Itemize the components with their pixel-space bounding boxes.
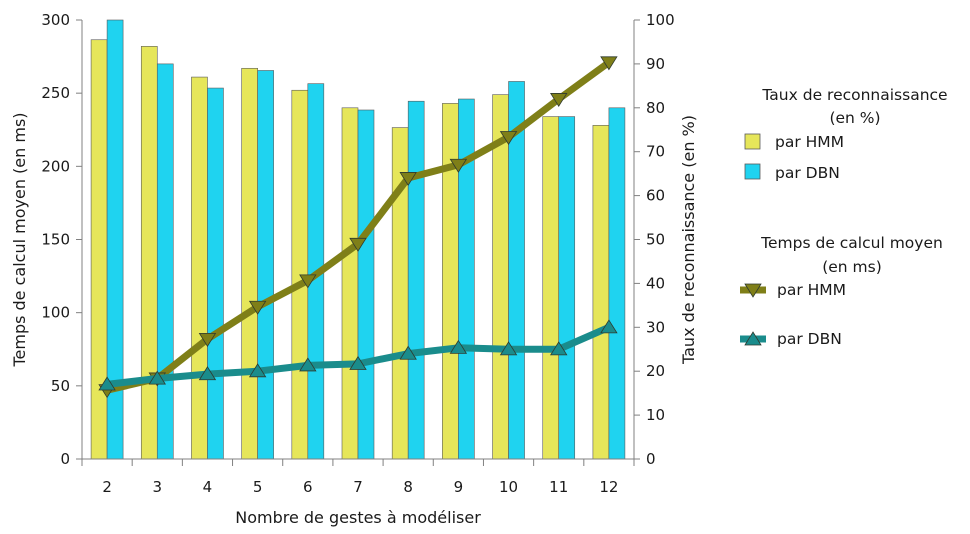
x-tick-label: 7	[353, 478, 363, 496]
marker-hmm-11	[550, 93, 568, 107]
marker-hmm-5	[248, 300, 267, 315]
bar-dbn-7	[357, 109, 375, 460]
marker-dbn-12	[600, 319, 618, 334]
marker-hmm-8	[399, 172, 417, 186]
right-tick-label: 0	[646, 450, 656, 468]
x-tick-label: 12	[599, 478, 618, 496]
right-tick-label: 90	[646, 55, 665, 73]
legend-swatch-bar-dbn	[744, 163, 761, 180]
legend-marker-dbn	[744, 331, 762, 346]
x-axis-title: Nombre de gestes à modéliser	[235, 508, 481, 527]
legend-line-title-line1: Temps de calcul moyen	[760, 234, 943, 252]
legend-marker-hmm	[744, 283, 762, 298]
right-axis-title: Taux de reconnaissance (en %)	[679, 115, 698, 365]
legend-label-bar-hmm: par HMM	[775, 133, 844, 151]
marker-dbn-9	[449, 339, 468, 354]
legend-label-line-dbn: par DBN	[777, 330, 842, 348]
bar-dbn-4	[207, 87, 224, 460]
x-tick-label: 8	[403, 478, 413, 496]
right-tick-label: 10	[646, 406, 665, 424]
bar-hmm-10	[492, 94, 509, 460]
right-tick-label: 70	[646, 143, 665, 161]
left-tick-label: 300	[41, 11, 70, 29]
bar-hmm-2	[90, 39, 108, 460]
x-tick-label: 5	[253, 478, 263, 496]
bar-dbn-12	[608, 107, 626, 460]
x-tick-label: 10	[499, 478, 518, 496]
marker-hmm-9	[449, 158, 468, 173]
lines-layer	[98, 56, 618, 399]
legend-line-title-line2: (en ms)	[822, 258, 882, 276]
right-tick-label: 60	[646, 187, 665, 205]
axes-layer: 0 50 100 150 200 250 300 0 10 20 30 40 50 60 70 80 90 100…	[10, 11, 698, 527]
marker-hmm-6	[299, 274, 317, 289]
x-tick-label: 3	[152, 478, 162, 496]
marker-dbn-2	[98, 376, 116, 391]
right-tick-label: 30	[646, 318, 665, 336]
bar-hmm-9	[442, 103, 459, 460]
bar-dbn-3	[156, 63, 174, 460]
marker-hmm-4	[198, 333, 217, 347]
bar-hmm-3	[140, 46, 158, 460]
right-tick-label: 100	[646, 11, 675, 29]
marker-dbn-4	[198, 366, 217, 381]
left-tick-label: 0	[60, 450, 70, 468]
marker-dbn-5	[248, 363, 267, 378]
marker-hmm-7	[349, 237, 367, 252]
bar-dbn-5	[257, 70, 274, 460]
left-tick-label: 50	[51, 377, 70, 395]
x-tick-label: 2	[102, 478, 112, 496]
legend-label-line-hmm: par HMM	[777, 281, 846, 299]
right-tick-label: 40	[646, 274, 665, 292]
bar-dbn-9	[458, 98, 475, 460]
x-tick-label: 4	[203, 478, 213, 496]
bar-hmm-11	[542, 116, 560, 460]
right-tick-label: 50	[646, 231, 665, 249]
bar-dbn-8	[407, 100, 425, 460]
legend-label-bar-dbn: par DBN	[775, 164, 840, 182]
left-axis-title: Temps de calcul moyen (en ms)	[10, 112, 29, 367]
right-tick-label: 20	[646, 362, 665, 380]
left-tick-label: 150	[41, 231, 70, 249]
legend: Taux de reconnaissance (en %) par HMM par D…	[740, 86, 948, 348]
bar-dbn-11	[558, 116, 576, 460]
legend-bar-title-line1: Taux de reconnaissance	[761, 86, 947, 104]
x-tick-label: 6	[303, 478, 313, 496]
right-tick-label: 80	[646, 99, 665, 117]
marker-dbn-8	[399, 345, 417, 360]
bar-hmm-5	[241, 67, 258, 460]
marker-hmm-10	[499, 131, 518, 146]
left-tick-label: 250	[41, 84, 70, 102]
left-tick-label: 200	[41, 157, 70, 175]
marker-dbn-3	[148, 370, 166, 385]
marker-hmm-12	[600, 56, 618, 71]
bar-hmm-12	[592, 125, 610, 460]
left-tick-label: 100	[41, 304, 70, 322]
x-tick-label: 9	[454, 478, 464, 496]
bar-hmm-7	[341, 107, 359, 460]
legend-swatch-bar-hmm	[744, 133, 761, 150]
marker-dbn-11	[550, 341, 568, 356]
bar-hmm-4	[191, 76, 208, 460]
legend-bar-title-line2: (en %)	[829, 109, 880, 127]
x-tick-label: 11	[549, 478, 568, 496]
marker-dbn-6	[299, 357, 317, 372]
marker-dbn-7	[349, 355, 367, 370]
marker-dbn-10	[499, 341, 518, 356]
